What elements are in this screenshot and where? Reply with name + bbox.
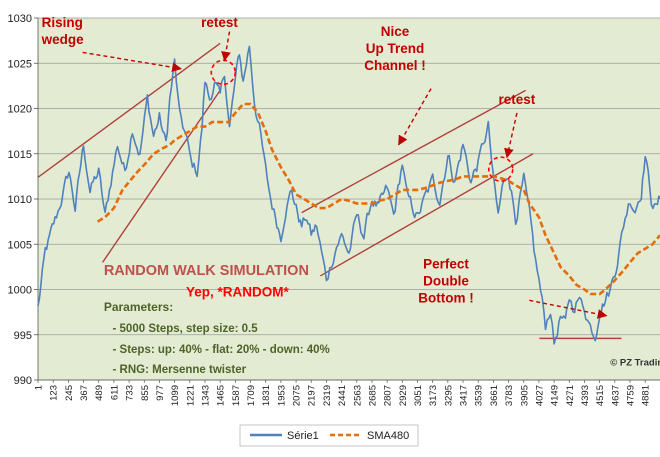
legend-label-serie1: Série1 <box>287 430 319 442</box>
x-tick-label: 977 <box>155 385 166 401</box>
annotation-param-rng: - RNG: Mersenne twister <box>113 364 247 376</box>
x-tick-label: 245 <box>64 385 75 401</box>
x-tick-label: 3295 <box>443 385 454 406</box>
x-tick-label: 2685 <box>367 385 378 406</box>
x-tick-label: 2319 <box>322 385 333 406</box>
arrow-retest-1 <box>221 31 231 62</box>
arrow-double <box>529 299 608 319</box>
x-tick-label: 123 <box>49 385 60 401</box>
annotation-line: Double <box>423 274 469 289</box>
x-tick-label: 4515 <box>595 385 606 406</box>
annotation-line: Bottom ! <box>418 291 473 306</box>
arrow-trend <box>398 88 432 146</box>
x-tick-label: 2197 <box>307 385 318 406</box>
x-tick-label: 1953 <box>276 385 287 406</box>
x-tick-label: 2441 <box>337 385 348 406</box>
x-tick-label: 4027 <box>534 385 545 406</box>
annotation-line: Channel ! <box>364 58 426 73</box>
x-tick-label: 4881 <box>641 385 652 406</box>
y-tick-label: 1010 <box>8 194 32 206</box>
x-tick-label: 3783 <box>504 385 515 406</box>
x-tick-label: 3051 <box>413 385 424 406</box>
x-tick-label: 2807 <box>383 385 394 406</box>
y-tick-label: 995 <box>14 330 32 342</box>
annotation-perfect-double: Perfect Double Bottom ! <box>418 257 473 306</box>
x-tick-label: 1099 <box>170 385 181 406</box>
trend-line-channel-lower <box>319 153 534 277</box>
x-tick-label: 3539 <box>474 385 485 406</box>
x-tick-label: 4149 <box>550 385 561 406</box>
trend-line-wedge-upper <box>37 42 221 178</box>
x-tick-label: 3661 <box>489 385 500 406</box>
annotation-line: Perfect <box>423 257 469 272</box>
x-tick-label: 489 <box>94 385 105 401</box>
x-tick-label: 4393 <box>580 385 591 406</box>
arrow-wedge <box>82 51 182 73</box>
y-tick-label: 1025 <box>8 58 32 70</box>
x-tick-label: 611 <box>109 385 120 400</box>
annotation-parameters: Parameters: <box>104 300 173 314</box>
x-tick-label: 1343 <box>200 385 211 406</box>
x-tick-label: 1221 <box>185 385 196 406</box>
retest-ellipse-2 <box>487 156 514 182</box>
legend-box <box>239 424 419 447</box>
x-tick-label: 855 <box>140 385 151 401</box>
x-tick-label: 3905 <box>519 385 530 406</box>
series-sma480-line <box>96 102 660 296</box>
y-tick-label: 1000 <box>8 285 32 297</box>
arrow-retest-2 <box>504 112 518 159</box>
x-tick-label: 2929 <box>398 385 409 406</box>
y-tick-label: 990 <box>14 375 32 387</box>
annotation-param-probs: - Steps: up: 40% - flat: 20% - down: 40% <box>113 344 330 356</box>
x-tick-label: 3173 <box>428 385 439 406</box>
trend-line-wedge-lower <box>101 90 221 263</box>
x-tick-label: 2563 <box>352 385 363 406</box>
x-tick-label: 4637 <box>610 385 621 406</box>
annotation-line: wedge <box>41 32 85 47</box>
annotation-line: Nice <box>381 24 410 39</box>
x-tick-label: 4759 <box>626 385 637 406</box>
y-tick-label: 1015 <box>8 149 32 161</box>
x-tick-label: 3417 <box>459 385 470 406</box>
y-tick-label: 1020 <box>8 104 32 116</box>
annotation-retest-2: retest <box>499 92 536 107</box>
x-tick-label: 1 <box>34 385 45 390</box>
x-tick-label: 367 <box>79 385 90 401</box>
annotation-line: Up Trend <box>366 41 425 56</box>
trend-line-channel-upper <box>301 89 526 214</box>
annotation-random-walk-title: RANDOM WALK SIMULATION <box>104 263 309 279</box>
x-tick-label: 1831 <box>261 385 272 406</box>
annotation-rising-wedge: Rising wedge <box>41 15 85 47</box>
series-serie1-line <box>37 45 660 345</box>
legend-label-sma480: SMA480 <box>367 430 409 442</box>
y-tick-label: 1030 <box>8 13 32 25</box>
annotation-retest-1: retest <box>201 15 238 30</box>
x-tick-label: 2075 <box>292 385 303 406</box>
x-tick-label: 733 <box>125 385 136 401</box>
x-tick-label: 4271 <box>565 385 576 406</box>
annotation-copyright: © PZ Trading <box>610 358 660 369</box>
y-tick-label: 1005 <box>8 239 32 251</box>
annotation-nice-up-trend: Nice Up Trend Channel ! <box>364 24 426 73</box>
annotation-yep-random: Yep, *RANDOM* <box>186 285 290 300</box>
x-tick-label: 1465 <box>216 385 227 406</box>
annotation-line: Rising <box>42 15 83 30</box>
annotation-param-steps: - 5000 Steps, step size: 0.5 <box>113 323 259 335</box>
x-tick-label: 1709 <box>246 385 257 406</box>
x-tick-label: 1587 <box>231 385 242 406</box>
